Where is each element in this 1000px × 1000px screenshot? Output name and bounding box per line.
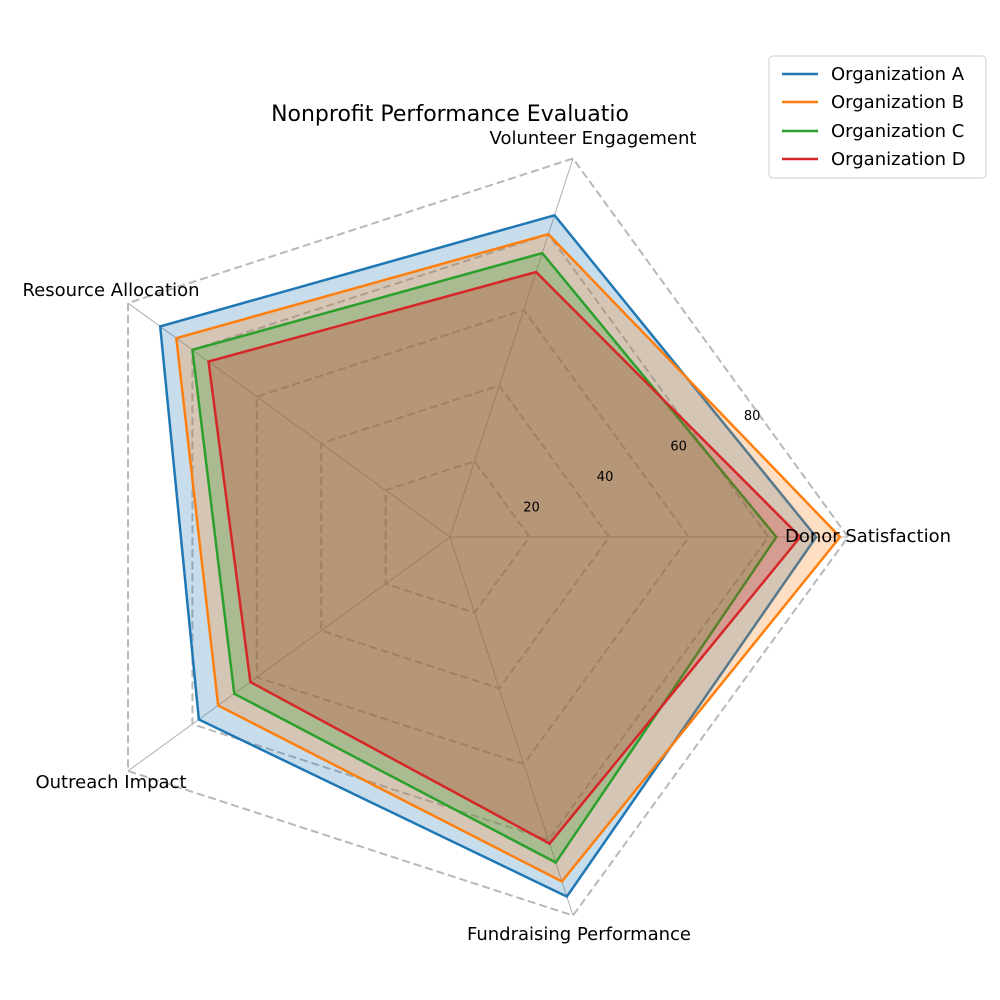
- series-organization-d: [207, 270, 802, 846]
- radial-ticks: 20 40 60 80: [523, 409, 760, 515]
- series-line-organization-c: [191, 251, 778, 865]
- axis-labels: Donor Satisfaction Volunteer Engagement …: [22, 128, 951, 945]
- tick-label-80: 80: [744, 409, 761, 424]
- legend-label-organization-c: Organization C: [831, 121, 964, 142]
- series-line-organization-b: [174, 232, 842, 884]
- spoke-volunteer-engagement: [449, 158, 574, 538]
- axis-label-outreach-impact: Outreach Impact: [35, 772, 186, 793]
- series-line-organization-d: [207, 270, 802, 846]
- spoke-outreach-impact: [127, 536, 451, 772]
- tick-label-20: 20: [523, 501, 540, 516]
- axis-label-volunteer-engagement: Volunteer Engagement: [490, 128, 697, 149]
- tick-label-40: 40: [597, 470, 614, 485]
- series-area-organization-b: [176, 234, 841, 882]
- legend-label-organization-a: Organization A: [831, 64, 965, 85]
- axis-label-fundraising-performance: Fundraising Performance: [467, 924, 691, 945]
- series-organization-c: [191, 251, 778, 865]
- series-organization-b: [174, 232, 842, 884]
- series-line-organization-a: [158, 213, 818, 899]
- grid-ring-100: [127, 157, 850, 917]
- spoke-fundraising-performance: [449, 536, 574, 916]
- spoke-resource-allocation: [127, 302, 451, 538]
- legend-label-organization-d: Organization D: [831, 149, 966, 170]
- radar-series: [158, 213, 842, 899]
- grid-ring-60: [255, 308, 691, 766]
- legend: Organization A Organization B Organizati…: [768, 55, 987, 179]
- tick-label-60: 60: [670, 440, 687, 455]
- series-area-organization-c: [192, 253, 777, 863]
- radar-grid: [127, 157, 850, 917]
- legend-label-organization-b: Organization B: [831, 92, 964, 113]
- series-area-organization-d: [208, 272, 801, 844]
- axis-label-resource-allocation: Resource Allocation: [22, 280, 199, 301]
- axis-label-donor-satisfaction: Donor Satisfaction: [785, 526, 951, 547]
- chart-title: Nonprofit Performance Evaluatio: [271, 102, 629, 127]
- legend-frame: [768, 55, 987, 179]
- grid-ring-20: [384, 460, 531, 614]
